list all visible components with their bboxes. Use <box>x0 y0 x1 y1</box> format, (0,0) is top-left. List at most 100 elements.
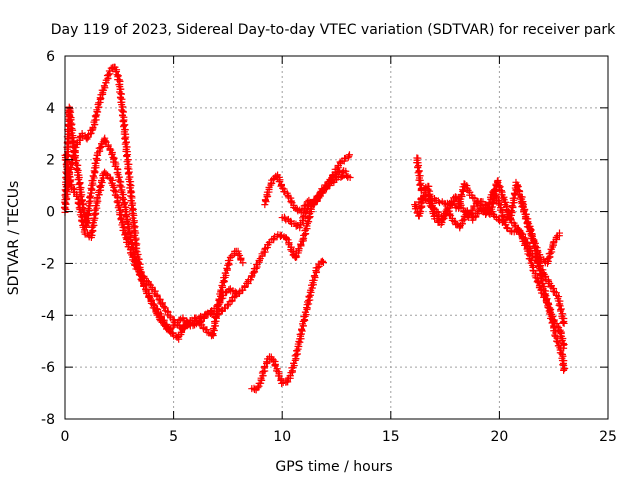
data-point <box>272 173 280 181</box>
y-tick-label: -2 <box>41 256 55 272</box>
data-marks <box>60 63 569 394</box>
data-point <box>117 215 125 223</box>
data-point <box>312 196 320 204</box>
x-tick-label: 15 <box>382 429 400 445</box>
data-point <box>326 180 334 188</box>
data-point <box>319 257 327 265</box>
data-point <box>282 235 290 243</box>
data-point <box>548 319 556 327</box>
data-point <box>560 366 568 374</box>
y-tick-label: -8 <box>41 412 55 428</box>
data-point <box>96 182 104 190</box>
data-point <box>218 288 226 296</box>
data-point <box>333 165 341 173</box>
data-point <box>89 172 97 180</box>
series-track-4 <box>248 257 327 394</box>
chart-title: Day 119 of 2023, Sidereal Day-to-day VTE… <box>51 22 616 38</box>
data-point <box>226 253 234 261</box>
data-point <box>507 207 515 215</box>
data-point <box>92 154 100 162</box>
data-point <box>343 172 351 180</box>
data-point <box>86 193 94 201</box>
data-point <box>553 338 561 346</box>
x-tick-label: 25 <box>599 429 617 445</box>
data-point <box>428 203 436 211</box>
data-point <box>287 198 295 206</box>
axis-ticks: 0 5 10 15 20 25 -8 -6 -4 -2 0 2 4 6 <box>41 49 617 445</box>
data-point <box>74 200 82 208</box>
data-point <box>91 112 99 120</box>
data-point <box>129 219 137 227</box>
data-point <box>107 175 115 183</box>
data-point <box>206 309 214 317</box>
data-point <box>78 217 86 225</box>
x-axis-label: GPS time / hours <box>275 459 392 475</box>
data-point <box>519 202 527 210</box>
data-point <box>342 167 350 175</box>
data-point <box>160 302 168 310</box>
data-point <box>112 68 120 76</box>
data-point <box>218 281 226 289</box>
data-point <box>70 148 78 156</box>
data-point <box>457 191 465 199</box>
data-point <box>223 264 231 272</box>
y-tick-label: 4 <box>46 101 55 117</box>
data-point <box>125 230 133 238</box>
data-point <box>113 198 121 206</box>
grid <box>65 56 608 419</box>
data-point <box>96 144 104 152</box>
data-point <box>83 210 91 218</box>
data-point <box>75 204 83 212</box>
data-point <box>305 292 313 300</box>
series-track-10 <box>517 193 563 267</box>
data-point <box>122 212 130 220</box>
y-tick-label: 0 <box>46 205 55 221</box>
data-point <box>560 319 568 327</box>
data-point <box>69 184 77 192</box>
x-tick-label: 10 <box>273 429 291 445</box>
data-point <box>306 296 314 304</box>
data-point <box>286 372 294 380</box>
x-tick-label: 0 <box>61 429 70 445</box>
data-point <box>301 208 309 216</box>
data-point <box>459 216 467 224</box>
data-point <box>445 211 453 219</box>
data-point <box>559 319 567 327</box>
series-track-5 <box>261 151 353 216</box>
data-point <box>128 240 136 248</box>
data-point <box>319 258 327 266</box>
series-track-1 <box>61 63 241 335</box>
data-point <box>555 229 563 237</box>
plot-frame <box>64 55 609 420</box>
data-point <box>127 201 135 209</box>
data-point <box>549 239 557 247</box>
data-point <box>345 152 353 160</box>
data-point <box>314 264 322 272</box>
y-axis-label: SDTVAR / TECUs <box>6 181 22 296</box>
data-point <box>311 272 319 280</box>
y-tick-label: -4 <box>41 308 55 324</box>
data-point <box>66 178 74 186</box>
data-point <box>301 226 309 234</box>
data-point <box>149 300 157 308</box>
data-point <box>254 384 262 392</box>
data-point <box>224 302 232 310</box>
data-point <box>499 194 507 202</box>
data-point <box>434 197 442 205</box>
data-point <box>249 269 257 277</box>
data-point <box>202 310 210 318</box>
data-point <box>100 82 108 90</box>
data-point <box>533 247 541 255</box>
y-tick-label: -6 <box>41 360 55 376</box>
series-track-6 <box>278 171 354 232</box>
data-point <box>541 291 549 299</box>
data-point <box>321 185 329 193</box>
data-point <box>303 198 311 206</box>
data-point <box>183 322 191 330</box>
data-point <box>416 181 424 189</box>
data-point <box>555 301 563 309</box>
data-point <box>447 200 455 208</box>
data-point <box>521 234 529 242</box>
data-point <box>239 259 247 267</box>
